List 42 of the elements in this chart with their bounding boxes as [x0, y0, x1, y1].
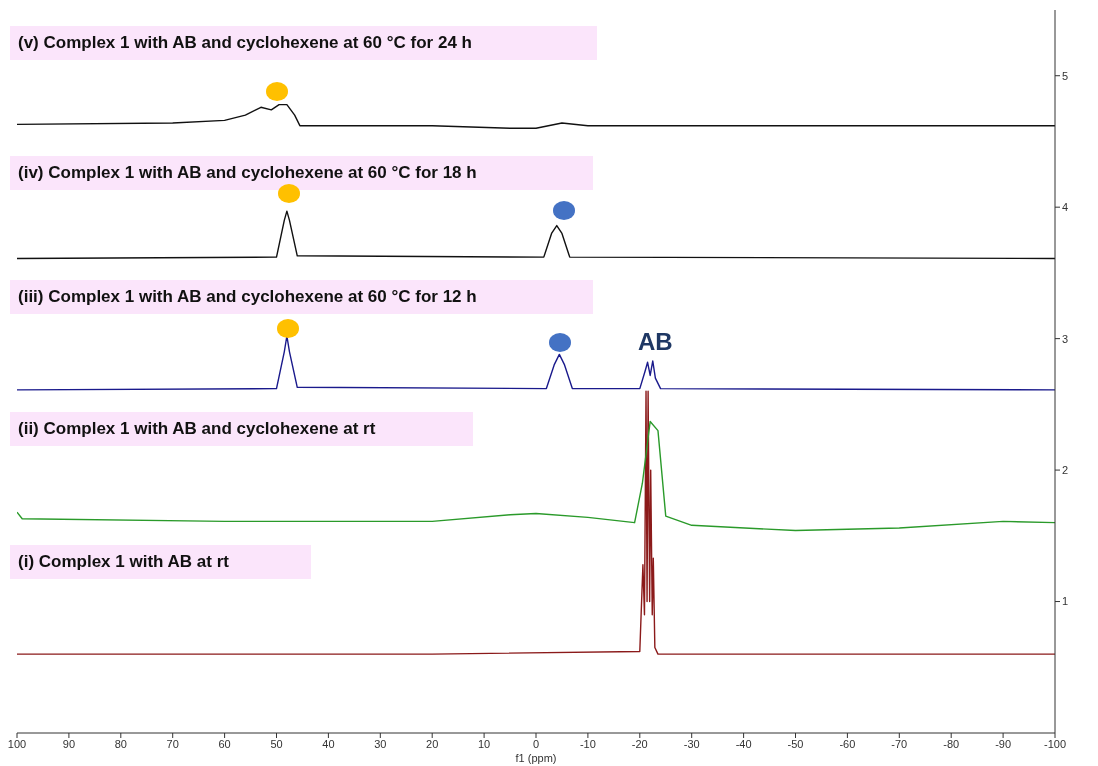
y-tick-label: 3	[1062, 332, 1069, 345]
x-tick-label: -40	[735, 737, 752, 750]
x-tick-label: 70	[166, 737, 179, 750]
x-tick-label: 90	[62, 737, 76, 750]
annotation: (i) Complex 1 with AB at rt	[18, 552, 229, 571]
line-series	[17, 420, 1055, 532]
line-series	[17, 390, 1055, 655]
x-tick-label: 60	[218, 737, 231, 750]
x-tick-label: 50	[270, 737, 283, 750]
annotation: (v) Complex 1 with AB and cyclohexene at 60 °C for 24 h	[18, 33, 472, 52]
x-tick-label: 30	[374, 737, 387, 750]
y-tick-label: 4	[1062, 201, 1069, 214]
x-tick-label: -80	[943, 737, 960, 750]
x-tick-label: 40	[322, 737, 335, 750]
y-tick-label: 1	[1062, 595, 1069, 608]
annotation: (iv) Complex 1 with AB and cyclohexene at 60 °C for 18 h	[18, 163, 477, 182]
x-tick-label: -10	[579, 737, 596, 750]
x-tick-label: -70	[891, 737, 908, 750]
annotation: (iii) Complex 1 with AB and cyclohexene at 60 °C for 12 h	[18, 287, 477, 306]
annotation: AB	[638, 328, 673, 356]
top-caption-box: (v) Complex 1 with AB and cyclohexene at 60 °C for 24 h	[10, 26, 597, 60]
x-tick-label: 0	[532, 737, 540, 750]
y-tick-label: 5	[1062, 69, 1069, 82]
x-tick-label: -60	[839, 737, 856, 750]
x-tick-label: 100	[7, 737, 27, 750]
line-series	[17, 103, 1055, 130]
line-series	[17, 210, 1055, 260]
lower-caption-box: (ii) Complex 1 with AB and cyclohexene at rt	[10, 412, 473, 446]
upper-caption-box: (iv) Complex 1 with AB and cyclohexene at 60 °C for 18 h	[10, 156, 593, 190]
bottom-caption-box: (i) Complex 1 with AB at rt	[10, 545, 311, 579]
x-tick-label: 10	[477, 737, 491, 750]
middle-caption-box: (iii) Complex 1 with AB and cyclohexene at 60 °C for 12 h	[10, 280, 593, 314]
x-axis-title: f1 (ppm)	[515, 752, 557, 764]
annotation: (ii) Complex 1 with AB and cyclohexene at rt	[18, 419, 376, 438]
x-tick-label: 80	[114, 737, 127, 750]
x-tick-label: -100	[1043, 737, 1067, 750]
x-tick-label: -20	[631, 737, 648, 750]
y-tick-label: 2	[1062, 464, 1069, 476]
x-tick-label: -90	[995, 737, 1012, 750]
x-tick-label: 20	[426, 737, 439, 750]
x-tick-label: -50	[787, 737, 804, 750]
x-tick-label: -30	[683, 737, 700, 750]
